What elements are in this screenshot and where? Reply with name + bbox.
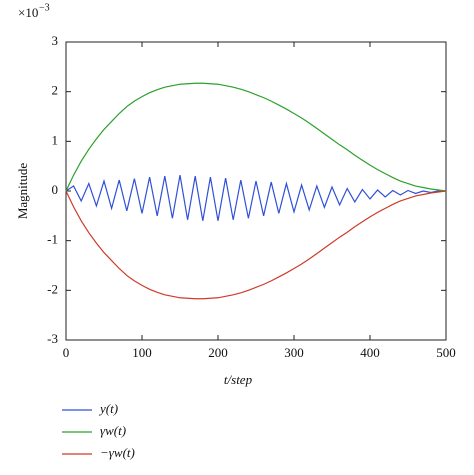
x-tick-label: 0 <box>63 345 70 360</box>
x-tick-label: 200 <box>208 345 228 360</box>
y-tick-label: 0 <box>52 182 59 197</box>
y-scale-base: ×10 <box>18 5 38 20</box>
y-axis-label: Magnitude <box>15 163 30 220</box>
y-tick-label: -2 <box>47 281 58 296</box>
x-tick-label: 300 <box>284 345 304 360</box>
y-scale-exponent: −3 <box>39 2 50 13</box>
x-axis-label: t/step <box>224 372 253 387</box>
legend-label: −γw(t) <box>100 445 135 460</box>
series-line <box>65 190 447 300</box>
y-tick-label: -3 <box>47 331 58 346</box>
series-line <box>65 175 446 221</box>
series-line <box>65 82 447 192</box>
x-tick-label: 500 <box>436 345 456 360</box>
y-tick-label: 1 <box>52 132 59 147</box>
x-tick-label: 100 <box>132 345 152 360</box>
y-tick-label: 3 <box>52 33 59 48</box>
x-tick-label: 400 <box>360 345 380 360</box>
y-tick-label: -1 <box>47 232 58 247</box>
plot-frame <box>65 41 447 341</box>
legend-label: y(t) <box>98 401 118 416</box>
y-tick-label: 2 <box>52 83 59 98</box>
legend-label: γw(t) <box>100 423 126 438</box>
